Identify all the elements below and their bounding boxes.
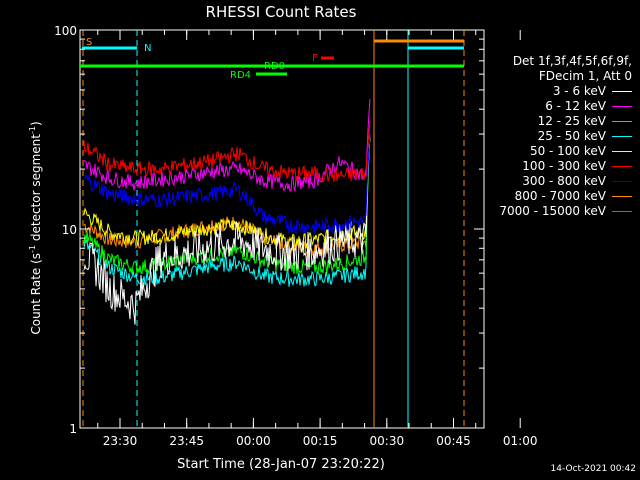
legend-label: 800 - 7000 keV: [514, 189, 606, 203]
y-label-exponent-2: -1: [28, 126, 37, 134]
legend-swatch: [612, 91, 632, 92]
footer-timestamp: 14-Oct-2021 00:42: [550, 464, 636, 474]
y-label-part-3: ): [29, 121, 43, 126]
plot-frame: [79, 29, 485, 429]
series-line: [83, 120, 371, 184]
legend-entry: 6 - 12 keV: [432, 99, 632, 114]
y-label-part-1: Count Rate (s: [29, 253, 43, 335]
legend-header-line-2: FDecim 1, Att 0: [538, 69, 632, 83]
y-label-exponent-1: -1: [28, 245, 37, 253]
series-line: [83, 134, 371, 287]
series-lines: [83, 98, 371, 325]
x-tick-label: 00:15: [303, 434, 338, 448]
y-label-part-2: detector segment: [29, 134, 43, 245]
legend-entry: 300 - 800 keV: [432, 174, 632, 189]
y-axis-ticks: 1 10 100: [54, 24, 484, 436]
legend-swatch: [612, 196, 632, 197]
legend-label: 100 - 300 keV: [522, 159, 606, 173]
legend-swatch: [612, 211, 632, 212]
legend-label: 6 - 12 keV: [545, 99, 606, 113]
x-tick-label: 00:30: [370, 434, 405, 448]
legend-entry: 12 - 25 keV: [432, 114, 632, 129]
y-tick-label: 10: [62, 223, 77, 237]
series-line: [83, 134, 371, 235]
legend-swatch: [612, 136, 632, 137]
flare-flag-label: F: [312, 53, 318, 64]
legend-label: 25 - 50 keV: [537, 129, 606, 143]
legend-swatch: [612, 181, 632, 182]
legend-swatch: [612, 151, 632, 152]
series-line: [83, 134, 371, 325]
rd4-flag-label: RD4: [230, 70, 251, 81]
legend-header-line-1: Det 1f,3f,4f,5f,6f,9f,: [512, 54, 632, 68]
legend-entry: 800 - 7000 keV: [432, 189, 632, 204]
legend-entry: 25 - 50 keV: [432, 129, 632, 144]
series-line: [83, 134, 371, 275]
series-line: [83, 134, 371, 251]
x-tick-label: 00:45: [436, 434, 471, 448]
legend-entry: 7000 - 15000 keV: [432, 204, 632, 219]
legend-entries: 3 - 6 keV 6 - 12 keV 12 - 25 keV 25 - 50 ke…: [432, 84, 632, 219]
legend-label: 12 - 25 keV: [537, 114, 606, 128]
x-axis-ticks: 23:30 23:45 00:00 00:15 00:30 00:45 01:00: [97, 30, 538, 448]
legend-label: 50 - 100 keV: [529, 144, 606, 158]
plot-border: [79, 29, 485, 429]
flag-annotations: S N RD0 RD4 F: [80, 30, 465, 428]
legend-swatch: [612, 166, 632, 167]
x-tick-label: 01:00: [503, 434, 538, 448]
legend: Det 1f,3f,4f,5f,6f,9f, FDecim 1, Att 0 3…: [432, 54, 632, 219]
saa-flag-label: S: [86, 37, 92, 48]
night-flag-label: N: [144, 43, 151, 54]
x-tick-label: 23:30: [103, 434, 138, 448]
x-tick-label: 00:00: [236, 434, 271, 448]
legend-swatch: [612, 121, 632, 122]
legend-entry: 3 - 6 keV: [432, 84, 632, 99]
x-tick-label: 23:45: [169, 434, 204, 448]
chart-title: RHESSI Count Rates: [206, 3, 357, 21]
legend-label: 300 - 800 keV: [522, 174, 606, 188]
legend-label: 3 - 6 keV: [552, 84, 606, 98]
x-axis-label: Start Time (28-Jan-07 23:20:22): [177, 457, 385, 472]
legend-entry: 100 - 300 keV: [432, 159, 632, 174]
y-axis-label: Count Rate (s-1 detector segment-1): [28, 121, 43, 334]
rd0-flag-label: RD0: [264, 61, 285, 72]
y-tick-label: 100: [54, 24, 77, 38]
y-tick-label: 1: [69, 422, 77, 436]
legend-swatch: [612, 106, 632, 107]
legend-entry: 50 - 100 keV: [432, 144, 632, 159]
legend-label: 7000 - 15000 keV: [499, 204, 606, 218]
